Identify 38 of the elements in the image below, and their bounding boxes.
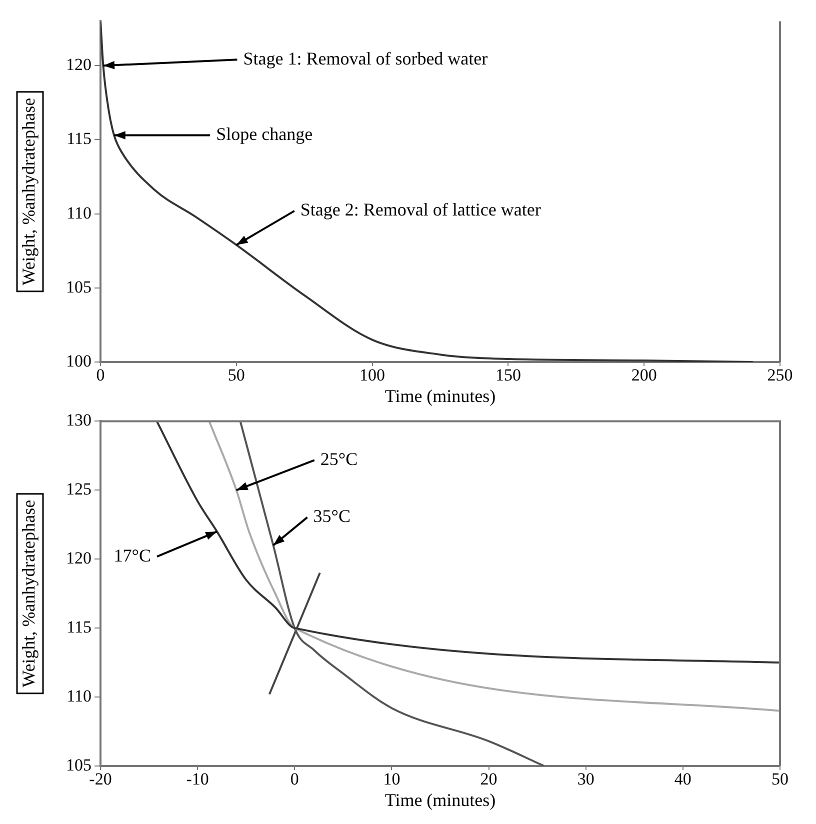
line-series [156, 421, 780, 664]
y-tick-label: 105 [66, 755, 92, 774]
y-tick-label: 130 [66, 410, 92, 430]
x-tick-label: 50 [772, 770, 788, 789]
x-tick-label: -20 [89, 770, 112, 789]
x-tick-label: -10 [186, 770, 209, 789]
x-tick-label: 50 [228, 366, 245, 385]
y-tick-label: 100 [66, 351, 92, 370]
x-tick-label: 200 [631, 366, 657, 385]
y-tick-label: 115 [66, 618, 92, 637]
y-tick-label: 120 [66, 55, 92, 74]
x-tick-label: 10 [383, 770, 400, 789]
annotation: 25°C [320, 448, 358, 469]
line-series [208, 421, 780, 712]
x-tick-label: 0 [96, 366, 105, 385]
x-tick-label: 40 [674, 770, 692, 789]
x-tick-label: 150 [495, 366, 521, 385]
annotation: 35°C [313, 506, 351, 526]
x-tick-label: 0 [290, 770, 299, 789]
x-tick-label: 30 [577, 770, 594, 789]
annotation: Slope change [216, 124, 313, 144]
annotation: Stage 2: Removal of lattice water [300, 200, 541, 220]
x-tick-label: 100 [360, 366, 386, 385]
y-tick-label: 125 [66, 480, 92, 499]
x-axis-title: Time (minutes) [384, 386, 496, 406]
y-tick-label: 110 [66, 203, 92, 222]
y-tick-label: 110 [66, 686, 92, 706]
x-axis-title: Time (minutes) [384, 790, 496, 810]
y-axis-title: Weight, %anhydratephase [18, 98, 39, 286]
y-axis-title: Weight, %anhydratephase [18, 500, 39, 688]
annotation: 17°C [114, 545, 151, 566]
x-tick-label: 20 [480, 770, 498, 789]
y-tick-label: 105 [66, 277, 92, 296]
annotation: Stage 1: Removal of sorbed water [243, 48, 488, 68]
y-tick-label: 120 [66, 548, 92, 568]
line-series [239, 421, 546, 766]
y-tick-label: 115 [66, 129, 92, 148]
x-tick-label: 250 [767, 366, 793, 385]
